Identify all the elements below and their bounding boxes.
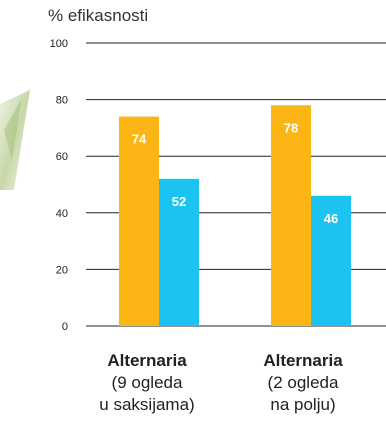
bar-series0-category1	[271, 105, 311, 326]
data-label: 74	[132, 132, 147, 147]
category-line1: (9 ogleda	[111, 373, 183, 392]
crop-photo-fragment	[0, 90, 30, 190]
category-label-0: Alternaria (9 ogleda u saksijama)	[82, 350, 212, 416]
category-name: Alternaria	[107, 351, 187, 370]
category-line2: u saksijama)	[99, 395, 195, 414]
y-axis-label: % efikasnosti	[48, 6, 149, 25]
y-tick-label: 100	[50, 38, 68, 50]
y-tick-label: 80	[56, 95, 68, 107]
data-label: 52	[172, 194, 186, 209]
bar-chart: 0 20 40 60 80 100 74 78 52 46	[50, 38, 386, 333]
data-label: 46	[324, 211, 338, 226]
y-tick-label: 20	[56, 264, 68, 276]
category-label-1: Alternaria (2 ogleda na polju)	[238, 350, 368, 416]
bar-series1-category1	[311, 195, 351, 326]
bar-series0-category0	[119, 116, 159, 326]
y-tick-label: 40	[56, 208, 68, 220]
category-line1: (2 ogleda	[267, 373, 339, 392]
category-name: Alternaria	[263, 351, 343, 370]
data-label: 78	[284, 120, 298, 135]
category-line2: na polju)	[270, 395, 336, 414]
bar-series1-category0	[159, 178, 199, 326]
y-tick-label: 60	[56, 151, 68, 163]
y-tick-label: 0	[62, 321, 68, 333]
